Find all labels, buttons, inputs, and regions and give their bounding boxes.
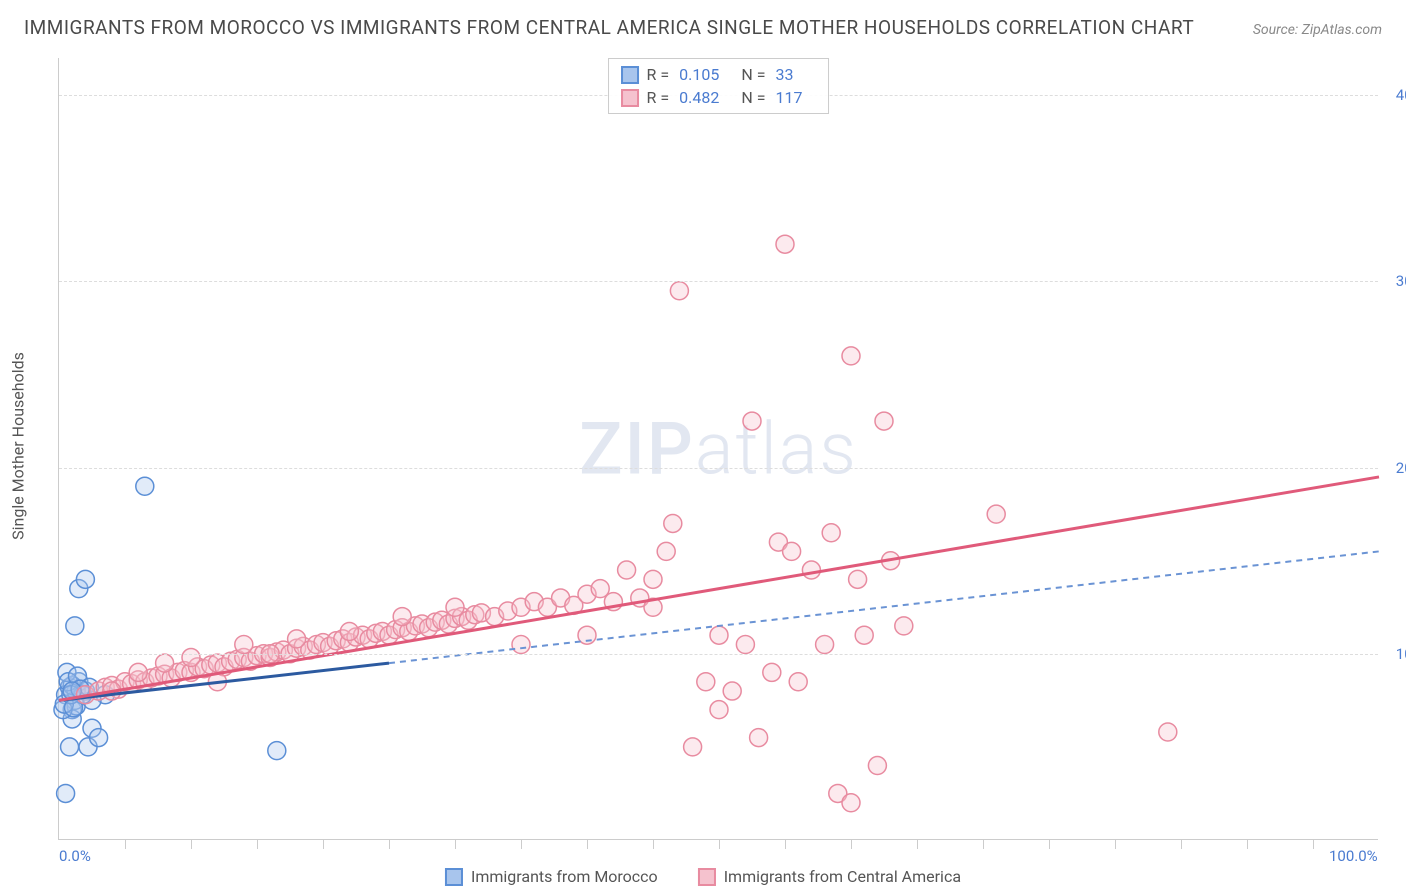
x-tick-mark bbox=[1247, 839, 1248, 849]
legend-label-morocco: Immigrants from Morocco bbox=[471, 867, 658, 886]
gridline bbox=[59, 281, 1378, 282]
y-tick-label: 40.0% bbox=[1386, 86, 1406, 104]
data-point bbox=[1159, 723, 1177, 741]
x-tick-mark bbox=[1313, 839, 1314, 849]
data-point bbox=[136, 477, 154, 495]
trend-line bbox=[59, 477, 1379, 700]
data-point bbox=[789, 673, 807, 691]
data-point bbox=[76, 570, 94, 588]
x-tick-mark bbox=[1181, 839, 1182, 849]
legend-swatch-morocco bbox=[445, 868, 463, 886]
source-attribution: Source: ZipAtlas.com bbox=[1253, 22, 1382, 38]
bottom-legend: Immigrants from Morocco Immigrants from … bbox=[445, 867, 961, 886]
n-value-morocco: 33 bbox=[775, 65, 793, 84]
data-point bbox=[684, 738, 702, 756]
legend-item-morocco: Immigrants from Morocco bbox=[445, 867, 658, 886]
legend-swatch-central-america bbox=[698, 868, 716, 886]
y-tick-label: 20.0% bbox=[1386, 459, 1406, 477]
x-tick-mark bbox=[785, 839, 786, 849]
x-tick-mark bbox=[455, 839, 456, 849]
data-point bbox=[750, 729, 768, 747]
y-axis-label: Single Mother Households bbox=[9, 352, 28, 540]
r-value-central-america: 0.482 bbox=[679, 88, 719, 107]
x-tick-label: 0.0% bbox=[59, 847, 91, 865]
x-tick-mark bbox=[719, 839, 720, 849]
r-label: R = bbox=[647, 65, 670, 84]
plot-svg bbox=[59, 58, 1378, 839]
x-tick-mark bbox=[653, 839, 654, 849]
data-point bbox=[763, 663, 781, 681]
data-point bbox=[875, 412, 893, 430]
data-point bbox=[90, 729, 108, 747]
y-tick-label: 30.0% bbox=[1386, 272, 1406, 290]
data-point bbox=[340, 622, 358, 640]
y-tick-label: 10.0% bbox=[1386, 645, 1406, 663]
data-point bbox=[644, 570, 662, 588]
data-point bbox=[288, 630, 306, 648]
data-point bbox=[512, 636, 530, 654]
x-tick-mark bbox=[587, 839, 588, 849]
x-tick-mark bbox=[917, 839, 918, 849]
n-label: N = bbox=[741, 88, 765, 107]
n-label: N = bbox=[741, 65, 765, 84]
data-point bbox=[156, 654, 174, 672]
data-point bbox=[736, 636, 754, 654]
gridline bbox=[59, 468, 1378, 469]
data-point bbox=[842, 794, 860, 812]
x-tick-mark bbox=[851, 839, 852, 849]
stats-row-central-america: R = 0.482 N = 117 bbox=[621, 86, 817, 109]
x-tick-mark bbox=[191, 839, 192, 849]
x-tick-label: 100.0% bbox=[1329, 847, 1378, 865]
data-point bbox=[855, 626, 873, 644]
data-point bbox=[61, 738, 79, 756]
x-tick-mark bbox=[389, 839, 390, 849]
data-point bbox=[129, 663, 147, 681]
x-tick-mark bbox=[125, 839, 126, 849]
chart-title: IMMIGRANTS FROM MOROCCO VS IMMIGRANTS FR… bbox=[24, 16, 1194, 39]
swatch-morocco bbox=[621, 66, 639, 84]
stats-legend-box: R = 0.105 N = 33 R = 0.482 N = 117 bbox=[608, 58, 830, 114]
data-point bbox=[849, 570, 867, 588]
x-tick-mark bbox=[323, 839, 324, 849]
x-tick-mark bbox=[257, 839, 258, 849]
data-point bbox=[710, 701, 728, 719]
data-point bbox=[743, 412, 761, 430]
data-point bbox=[657, 542, 675, 560]
data-point bbox=[670, 282, 688, 300]
data-point bbox=[802, 561, 820, 579]
x-tick-mark bbox=[521, 839, 522, 849]
swatch-central-america bbox=[621, 89, 639, 107]
gridline bbox=[59, 654, 1378, 655]
data-point bbox=[816, 636, 834, 654]
data-point bbox=[842, 347, 860, 365]
data-point bbox=[868, 757, 886, 775]
data-point bbox=[268, 742, 286, 760]
r-value-morocco: 0.105 bbox=[679, 65, 719, 84]
data-point bbox=[697, 673, 715, 691]
data-point bbox=[895, 617, 913, 635]
n-value-central-america: 117 bbox=[775, 88, 802, 107]
data-point bbox=[66, 617, 84, 635]
data-point bbox=[723, 682, 741, 700]
data-point bbox=[783, 542, 801, 560]
x-tick-mark bbox=[983, 839, 984, 849]
data-point bbox=[618, 561, 636, 579]
data-point bbox=[710, 626, 728, 644]
plot-area: ZIPatlas R = 0.105 N = 33 R = 0.482 N = … bbox=[58, 58, 1378, 840]
legend-item-central-america: Immigrants from Central America bbox=[698, 867, 961, 886]
data-point bbox=[987, 505, 1005, 523]
data-point bbox=[393, 608, 411, 626]
data-point bbox=[664, 514, 682, 532]
data-point bbox=[776, 235, 794, 253]
data-point bbox=[822, 524, 840, 542]
x-tick-mark bbox=[1049, 839, 1050, 849]
data-point bbox=[235, 636, 253, 654]
r-label: R = bbox=[647, 88, 670, 107]
data-point bbox=[446, 598, 464, 616]
data-point bbox=[182, 649, 200, 667]
data-point bbox=[57, 784, 75, 802]
legend-label-central-america: Immigrants from Central America bbox=[724, 867, 961, 886]
x-tick-mark bbox=[1115, 839, 1116, 849]
stats-row-morocco: R = 0.105 N = 33 bbox=[621, 63, 817, 86]
